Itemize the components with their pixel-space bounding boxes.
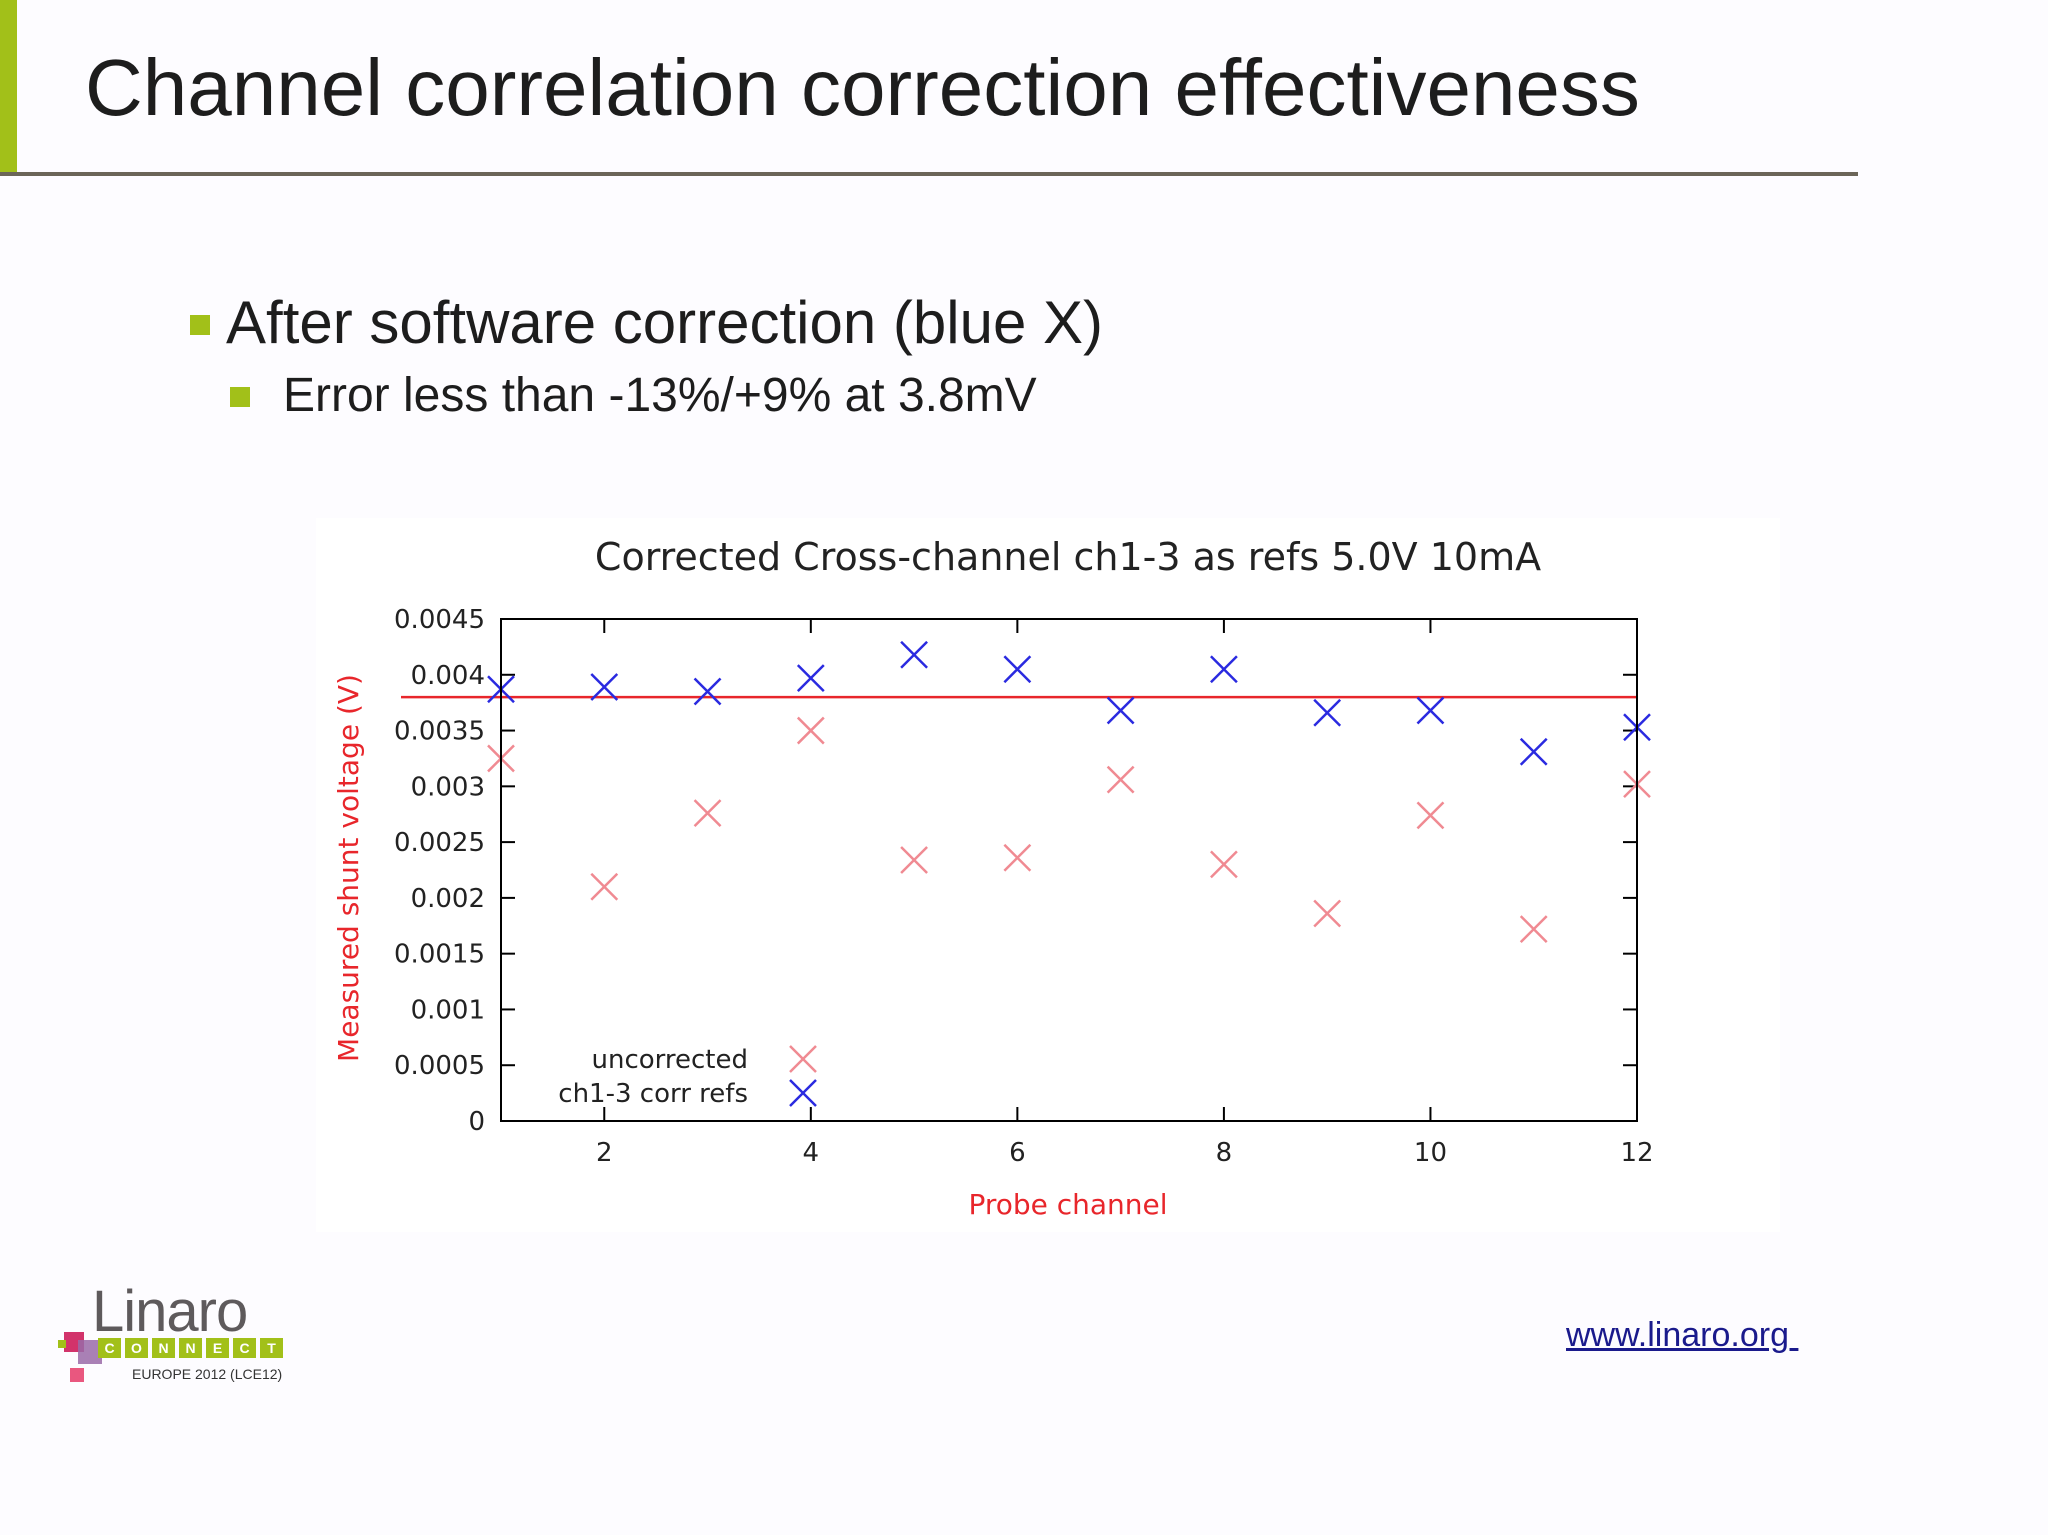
logo-letter: C <box>98 1338 121 1358</box>
bullet-level-1-text: After software correction (blue X) <box>226 289 1104 356</box>
bullet-square-icon <box>190 314 210 335</box>
corrected-point <box>900 640 928 669</box>
uncorrected-point <box>1519 915 1548 944</box>
logo-letter: E <box>206 1338 229 1358</box>
logo-letter: T <box>260 1338 283 1358</box>
legend-marker <box>789 1045 817 1073</box>
website-link[interactable]: www.linaro.org <box>1566 1316 1799 1354</box>
y-tick-label: 0.0045 <box>394 605 485 635</box>
x-axis-label: Probe channel <box>968 1188 1167 1221</box>
corrected-point <box>1313 698 1342 727</box>
chart-container: Corrected Cross-channel ch1-3 as refs 5.… <box>316 518 1780 1232</box>
corrected-point <box>1106 696 1135 725</box>
y-tick-label: 0.0025 <box>394 828 485 858</box>
bullet-level-2: Error less than -13%/+9% at 3.8mV <box>230 368 1037 423</box>
uncorrected-point <box>900 846 928 874</box>
y-tick-label: 0.001 <box>411 995 485 1025</box>
bullet-square-icon <box>230 386 250 407</box>
title-divider <box>0 172 1858 176</box>
logo-wordmark: Linaro <box>92 1279 248 1344</box>
x-tick-label: 10 <box>1414 1138 1447 1168</box>
uncorrected-point <box>1313 899 1342 928</box>
uncorrected-point <box>590 872 619 901</box>
corrected-point <box>1210 655 1238 684</box>
logo-letter: C <box>233 1338 256 1358</box>
plot-frame <box>500 618 1638 1122</box>
x-tick-label: 12 <box>1620 1138 1653 1168</box>
bullet-level-2-text: Error less than -13%/+9% at 3.8mV <box>283 369 1037 422</box>
uncorrected-point <box>1106 765 1135 794</box>
uncorrected-point <box>1003 843 1032 872</box>
uncorrected-point <box>693 799 722 827</box>
y-tick-label: 0.0005 <box>394 1051 485 1081</box>
uncorrected-point <box>1210 850 1238 879</box>
y-tick-label: 0.0015 <box>394 940 485 970</box>
uncorrected-point <box>796 716 825 745</box>
corrected-point <box>693 677 722 706</box>
slide-title: Channel correlation correction effective… <box>85 43 1640 132</box>
legend-label: ch1-3 corr refs <box>558 1079 748 1109</box>
legend-label: uncorrected <box>592 1045 749 1075</box>
title-accent-bar <box>0 0 17 176</box>
corrected-point <box>1003 655 1032 684</box>
y-tick-label: 0 <box>468 1107 485 1137</box>
logo-letter: N <box>179 1338 202 1358</box>
y-tick-label: 0.0035 <box>394 717 485 747</box>
corrected-point <box>796 664 825 693</box>
uncorrected-point <box>1416 801 1445 830</box>
x-tick-label: 4 <box>803 1138 820 1168</box>
scatter-chart: Corrected Cross-channel ch1-3 as refs 5.… <box>332 535 1654 1221</box>
x-tick-label: 8 <box>1216 1138 1233 1168</box>
linaro-connect-logo: Linaro C O N N E C T EUROPE 2012 (LCE12) <box>56 1279 306 1392</box>
y-tick-label: 0.004 <box>411 661 485 691</box>
legend-marker <box>789 1079 817 1107</box>
bullet-level-1: After software correction (blue X) <box>190 288 1103 357</box>
logo-letter: O <box>125 1338 148 1358</box>
corrected-point <box>1519 737 1548 766</box>
y-tick-label: 0.003 <box>411 772 485 802</box>
logo-connect-letters: C O N N E C T <box>98 1338 283 1358</box>
logo-letter: N <box>152 1338 175 1358</box>
logo-subtitle: EUROPE 2012 (LCE12) <box>132 1366 283 1382</box>
corrected-point <box>1416 696 1445 725</box>
chart-title: Corrected Cross-channel ch1-3 as refs 5.… <box>595 535 1541 579</box>
x-tick-label: 6 <box>1009 1138 1026 1168</box>
x-tick-label: 2 <box>596 1138 613 1168</box>
y-axis-label: Measured shunt voltage (V) <box>332 674 365 1062</box>
corrected-point <box>590 673 619 701</box>
y-tick-label: 0.002 <box>411 884 485 914</box>
